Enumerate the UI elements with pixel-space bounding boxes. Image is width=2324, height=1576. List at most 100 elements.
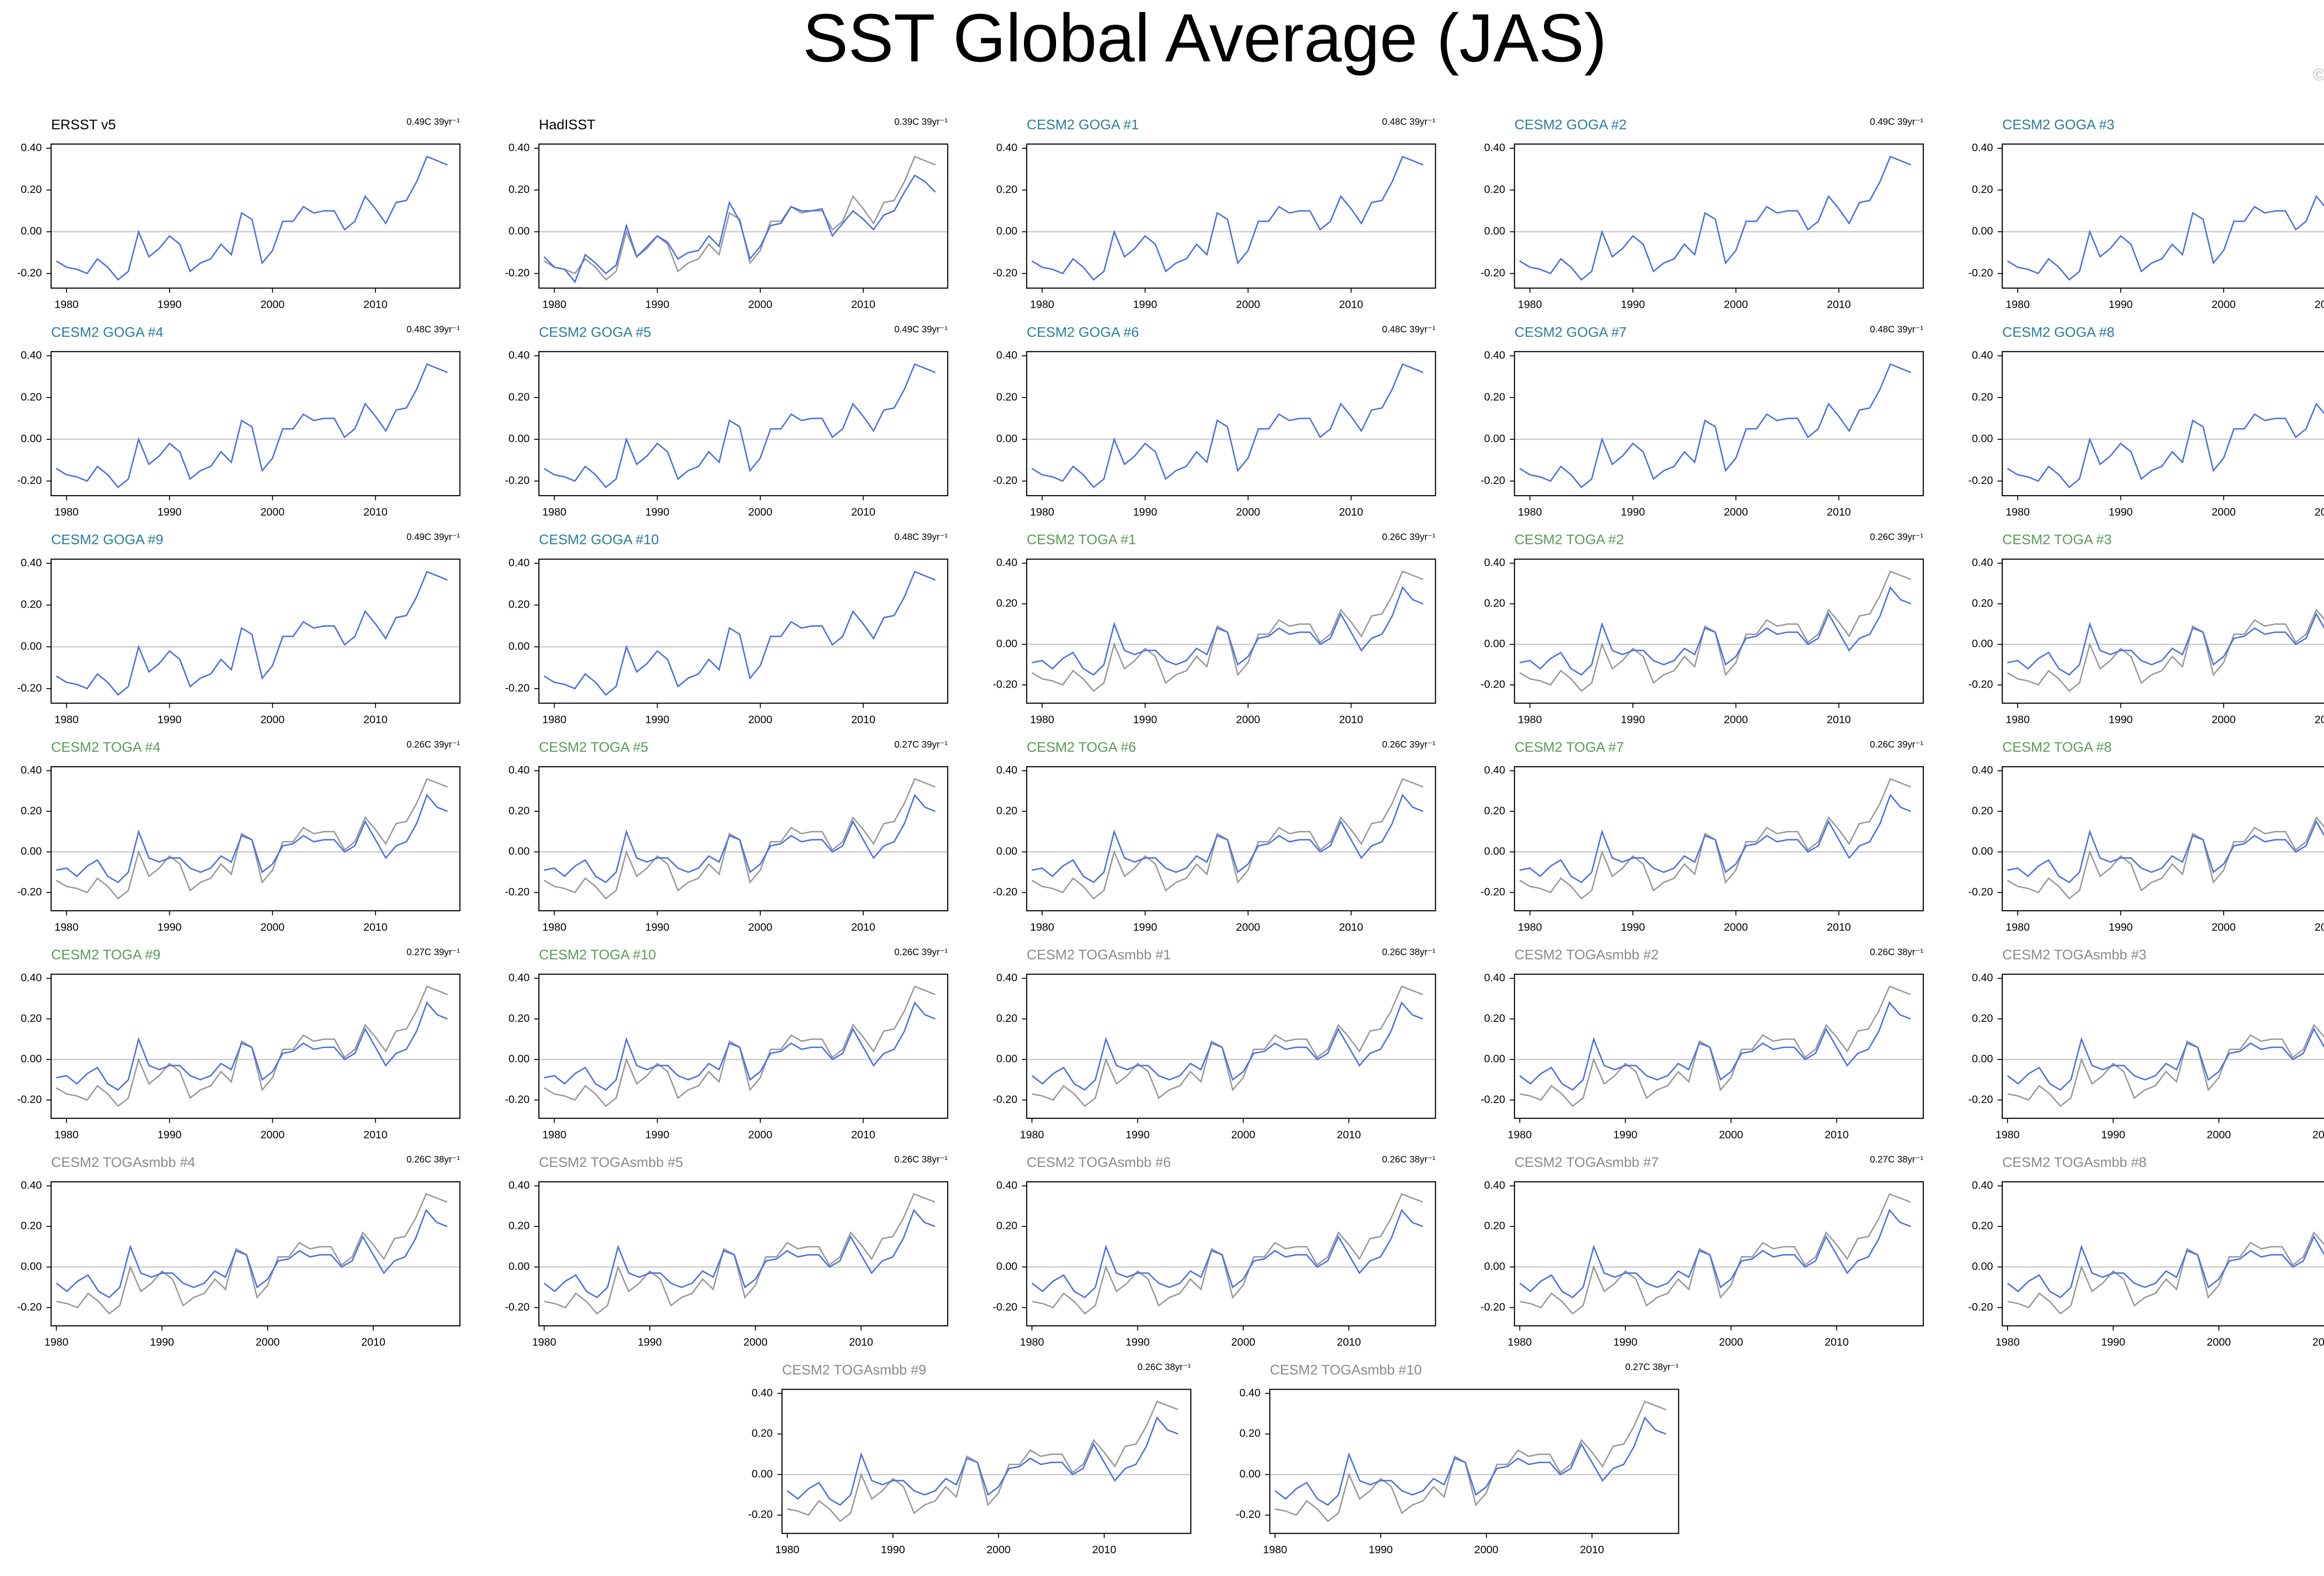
- y-tick-label: 0.40: [1484, 141, 1505, 153]
- plot-frame: [50, 351, 461, 497]
- plot-frame: [1514, 143, 1924, 289]
- x-tick-label: 2010: [2315, 298, 2324, 311]
- series-line: [56, 570, 448, 696]
- panel: CESM2 TOGA #4 0.26C 39yr⁻¹ -0.20 0.00 0.20 0.…: [17, 740, 461, 933]
- plot-frame: [1269, 1389, 1679, 1534]
- y-tick-label: 0.00: [997, 225, 1017, 237]
- trend-label: 0.49C 39yr⁻¹: [407, 117, 460, 127]
- x-tick-label: 1980: [775, 1543, 799, 1556]
- x-tick-label: 1980: [1020, 1336, 1044, 1348]
- x-tick-label: 1990: [638, 1336, 662, 1348]
- plot-frame: [2001, 973, 2324, 1119]
- y-tick-label: 0.40: [1484, 1179, 1505, 1191]
- trend-label: 0.49C 39yr⁻¹: [894, 324, 948, 335]
- series-line: [1031, 155, 1424, 281]
- x-tick-label: 1980: [54, 713, 79, 725]
- x-tick-label: 1980: [1508, 1128, 1532, 1140]
- y-tick-label: -0.20: [993, 1301, 1017, 1313]
- x-tick-label: 2000: [743, 1336, 767, 1348]
- series-line: [2007, 612, 2324, 676]
- y-tick-label: 0.20: [21, 598, 42, 610]
- x-tick-label: 2010: [363, 921, 388, 933]
- y-tick-label: -0.20: [1236, 1508, 1261, 1520]
- y-tick-label: 0.00: [1972, 637, 1993, 649]
- x-tick-label: 2000: [2212, 298, 2236, 311]
- panel: CESM2 GOGA #10 0.48C 39yr⁻¹ -0.20 0.00 0.20 0…: [505, 532, 949, 725]
- plot-frame: [2001, 143, 2324, 289]
- panel-title: CESM2 TOGA #9: [51, 947, 160, 963]
- plot-frame: [2001, 351, 2324, 497]
- series-line: [543, 174, 936, 284]
- x-tick-label: 1990: [1133, 921, 1157, 933]
- y-tick-label: 0.40: [1972, 349, 1993, 361]
- y-tick-label: -0.20: [505, 682, 529, 694]
- x-tick-label: 2000: [1724, 298, 1748, 311]
- y-tick-label: 0.00: [508, 845, 529, 857]
- series-line: [1274, 1416, 1666, 1506]
- y-tick-label: 0.20: [997, 1012, 1017, 1024]
- series-line: [56, 1209, 448, 1298]
- y-tick-label: 0.20: [1484, 183, 1505, 195]
- y-tick-label: 0.20: [508, 391, 529, 403]
- panel: CESM2 GOGA #9 0.49C 39yr⁻¹ -0.20 0.00 0.20 0.…: [17, 532, 461, 725]
- panel: CESM2 GOGA #2 0.49C 39yr⁻¹ -0.20 0.00 0.20 0.…: [1480, 117, 1924, 311]
- y-tick-label: 0.00: [752, 1468, 772, 1480]
- y-tick-label: 0.00: [508, 1053, 529, 1065]
- watermark: © CVDP-LE: [2313, 65, 2324, 84]
- x-tick-label: 2010: [851, 298, 875, 311]
- plot-frame: [50, 558, 461, 704]
- x-tick-label: 1980: [1995, 1128, 2020, 1140]
- trend-label: 0.26C 39yr⁻¹: [894, 947, 948, 957]
- x-tick-label: 2010: [851, 921, 875, 933]
- y-tick-label: 0.40: [1484, 556, 1505, 569]
- panel: HadISST 0.39C 39yr⁻¹ -0.20 0.00 0.20 0.40 1980…: [505, 117, 949, 311]
- y-tick-label: 0.40: [21, 764, 42, 776]
- x-tick-label: 2000: [1474, 1543, 1499, 1556]
- x-tick-label: 2000: [1236, 298, 1260, 311]
- y-tick-label: -0.20: [1968, 1093, 1993, 1105]
- x-tick-label: 1980: [1518, 298, 1542, 311]
- plot-frame: [2001, 766, 2324, 912]
- x-tick-label: 1990: [645, 506, 669, 518]
- panel: CESM2 TOGAsmbb #2 0.26C 38yr⁻¹ -0.20 0.00 0.…: [1480, 947, 1924, 1140]
- panel: CESM2 GOGA #1 0.48C 39yr⁻¹ -0.20 0.00 0.20 0.…: [993, 117, 1436, 311]
- panel: CESM2 TOGAsmbb #30.26C 38yr⁻¹-0.200.000.…: [1968, 947, 2324, 1140]
- y-tick-label: -0.20: [505, 266, 529, 278]
- x-tick-label: 1990: [1126, 1336, 1150, 1348]
- x-tick-label: 1980: [542, 298, 567, 311]
- x-tick-label: 2000: [1724, 713, 1748, 725]
- y-tick-label: 0.20: [21, 1219, 42, 1232]
- x-tick-label: 1980: [1995, 1336, 2020, 1348]
- y-tick-label: 0.20: [1972, 1012, 1993, 1024]
- x-tick-label: 1980: [2006, 921, 2030, 933]
- y-tick-label: -0.20: [993, 1093, 1017, 1105]
- x-tick-label: 2010: [363, 298, 388, 311]
- y-tick-label: 0.40: [1972, 556, 1993, 569]
- y-tick-label: 0.40: [508, 972, 529, 984]
- trend-label: 0.26C 38yr⁻¹: [894, 1155, 948, 1165]
- x-tick-label: 2010: [1827, 298, 1851, 311]
- y-tick-label: 0.00: [1484, 1260, 1505, 1272]
- x-tick-label: 1980: [542, 921, 567, 933]
- x-tick-label: 1980: [1030, 298, 1054, 311]
- y-tick-label: -0.20: [1968, 886, 1993, 898]
- y-tick-label: 0.40: [997, 349, 1017, 361]
- panel-title: CESM2 GOGA #3: [2002, 117, 2115, 132]
- y-tick-label: 0.40: [508, 764, 529, 776]
- x-tick-label: 2000: [748, 713, 772, 725]
- y-tick-label: -0.20: [1480, 1301, 1505, 1313]
- x-tick-label: 2000: [748, 921, 772, 933]
- plot-frame: [1514, 973, 1924, 1119]
- x-tick-label: 1990: [1126, 1128, 1150, 1140]
- x-tick-label: 1990: [881, 1543, 905, 1556]
- panel-title: CESM2 TOGAsmbb #2: [1514, 947, 1658, 963]
- x-tick-label: 2010: [1580, 1543, 1604, 1556]
- y-tick-label: 0.20: [1484, 1219, 1505, 1232]
- trend-label: 0.27C 38yr⁻¹: [1625, 1362, 1679, 1372]
- panel-title: CESM2 GOGA #4: [51, 324, 164, 340]
- panel-title: CESM2 GOGA #7: [1514, 324, 1627, 340]
- x-tick-label: 1980: [1030, 506, 1054, 518]
- x-tick-label: 2010: [851, 1128, 875, 1140]
- y-tick-label: -0.20: [1968, 266, 1993, 278]
- panel: CESM2 TOGAsmbb #1 0.26C 38yr⁻¹ -0.20 0.00 0.…: [993, 947, 1436, 1140]
